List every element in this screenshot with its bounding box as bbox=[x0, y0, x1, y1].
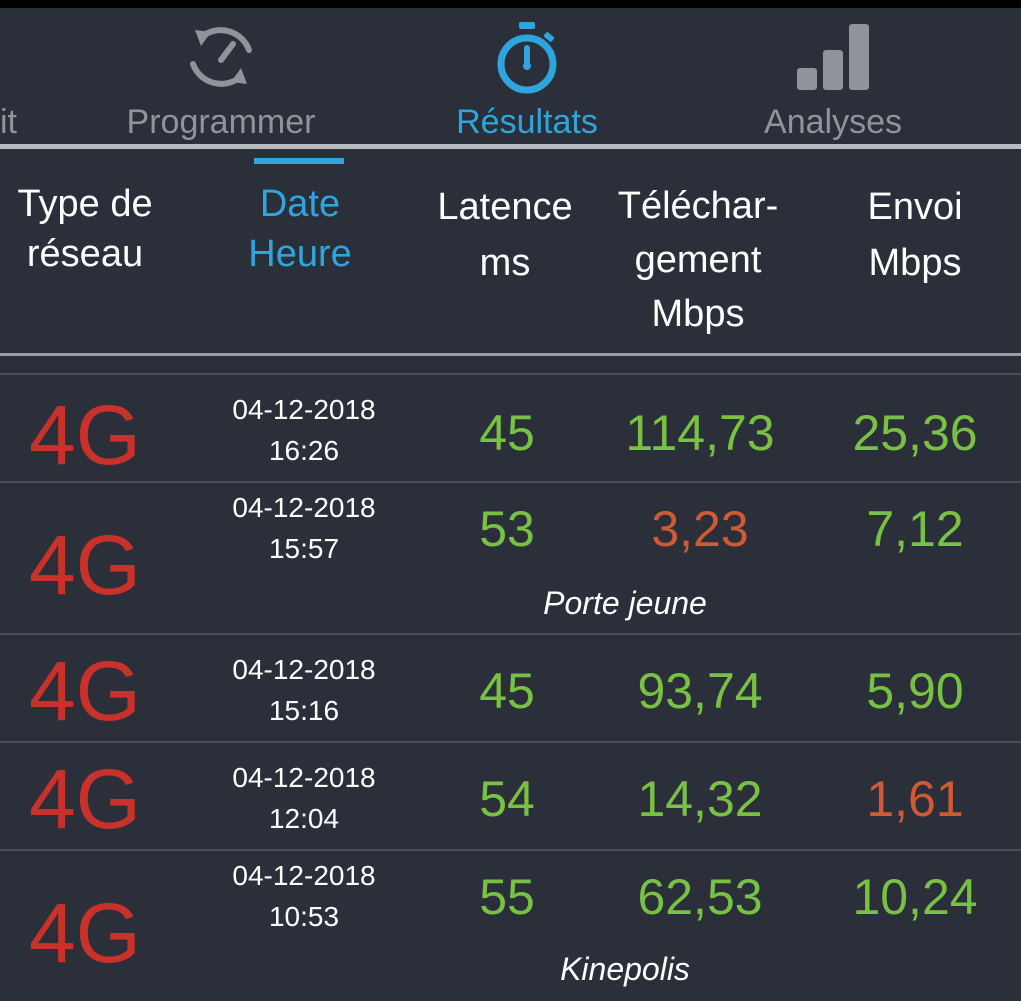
header-download[interactable]: Téléchar- gement Mbps bbox=[617, 185, 779, 335]
date: 04-12-2018 bbox=[232, 654, 376, 685]
upload-value: 7,12 bbox=[866, 501, 964, 557]
status-strip bbox=[0, 0, 1021, 8]
date: 04-12-2018 bbox=[232, 860, 376, 891]
sort-indicator bbox=[254, 158, 344, 164]
tab-resultats[interactable]: Résultats bbox=[420, 8, 634, 144]
result-row[interactable]: 4G 04-12-2018 15:16 45 93,74 5,90 bbox=[0, 633, 1021, 741]
tab-label: Analyses bbox=[764, 103, 902, 141]
result-row[interactable]: 4G 04-12-2018 12:04 54 14,32 1,61 bbox=[0, 741, 1021, 849]
tab-partial[interactable]: it bbox=[0, 8, 30, 144]
refresh-gauge-icon bbox=[181, 20, 261, 101]
latency-value: 53 bbox=[479, 501, 535, 557]
upload-value: 1,61 bbox=[866, 771, 964, 827]
time: 12:04 bbox=[268, 803, 340, 834]
date: 04-12-2018 bbox=[232, 492, 376, 523]
tab-divider bbox=[0, 144, 1021, 149]
date-time: 04-12-2018 15:57 bbox=[214, 487, 394, 569]
header-latency[interactable]: Latence ms bbox=[437, 186, 573, 284]
download-value: 114,73 bbox=[625, 405, 775, 461]
tab-programmer[interactable]: Programmer bbox=[110, 8, 332, 144]
download-value: 3,23 bbox=[651, 501, 749, 557]
latency-value: 55 bbox=[479, 869, 535, 925]
column-header: Type de réseau Date Heure Latence ms Tél… bbox=[0, 149, 1021, 354]
upload-value: 25,36 bbox=[852, 405, 978, 461]
header-upload[interactable]: Envoi Mbps bbox=[867, 186, 963, 284]
network-type: 4G bbox=[28, 644, 142, 738]
time: 15:16 bbox=[268, 695, 340, 726]
date-time: 04-12-2018 16:26 bbox=[214, 389, 394, 471]
header-divider bbox=[0, 353, 1021, 356]
time: 15:57 bbox=[268, 533, 340, 564]
tab-label: Résultats bbox=[456, 103, 598, 141]
result-row[interactable]: 4G 04-12-2018 10:53 55 62,53 10,24 Kinep… bbox=[0, 849, 1021, 1001]
date-time: 04-12-2018 12:04 bbox=[214, 757, 394, 839]
time: 16:26 bbox=[268, 435, 340, 466]
download-value: 62,53 bbox=[637, 869, 763, 925]
latency-value: 54 bbox=[479, 771, 535, 827]
upload-value: 5,90 bbox=[866, 663, 964, 719]
date-time: 04-12-2018 15:16 bbox=[214, 649, 394, 731]
download-value: 14,32 bbox=[637, 771, 763, 827]
date: 04-12-2018 bbox=[232, 762, 376, 793]
network-type: 4G bbox=[28, 518, 142, 612]
date-time: 04-12-2018 10:53 bbox=[214, 855, 394, 937]
latency-value: 45 bbox=[479, 405, 535, 461]
row-note: Kinepolis bbox=[560, 951, 690, 987]
latency-value: 45 bbox=[479, 663, 535, 719]
header-date-time[interactable]: Date Heure bbox=[248, 183, 352, 275]
network-type: 4G bbox=[28, 752, 142, 846]
time: 10:53 bbox=[268, 901, 340, 932]
upload-value: 10,24 bbox=[852, 869, 978, 925]
download-value: 93,74 bbox=[637, 663, 763, 719]
result-row[interactable]: 4G 04-12-2018 16:26 45 114,73 25,36 bbox=[0, 373, 1021, 481]
header-network-type[interactable]: Type de réseau bbox=[17, 183, 153, 275]
tab-label: it bbox=[0, 103, 17, 141]
result-row[interactable]: 4G 04-12-2018 15:57 53 3,23 7,12 Porte j… bbox=[0, 481, 1021, 633]
network-type: 4G bbox=[28, 886, 142, 980]
row-note: Porte jeune bbox=[543, 585, 707, 621]
tab-label: Programmer bbox=[126, 103, 316, 141]
tab-bar: it Programmer Résultats bbox=[0, 8, 1021, 144]
bar-chart-icon bbox=[793, 20, 873, 97]
tab-analyses[interactable]: Analyses bbox=[733, 8, 933, 144]
network-type: 4G bbox=[28, 388, 142, 482]
date: 04-12-2018 bbox=[232, 394, 376, 425]
stopwatch-icon bbox=[492, 20, 562, 101]
